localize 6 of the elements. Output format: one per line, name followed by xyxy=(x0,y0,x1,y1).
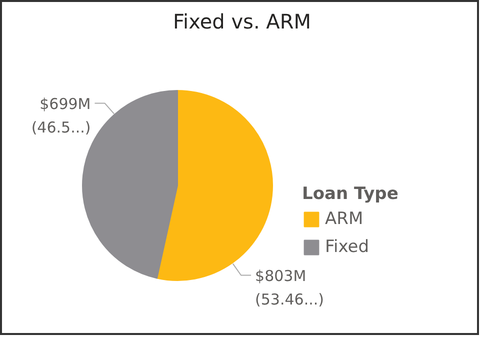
legend-title: Loan Type xyxy=(302,184,398,204)
legend-label: Fixed xyxy=(325,237,370,257)
data-label: $803M (53.46...) xyxy=(255,267,324,309)
chart-title: Fixed vs. ARM xyxy=(173,10,312,34)
data-label: $699M (46.5...) xyxy=(31,95,91,137)
legend-label: ARM xyxy=(325,209,364,229)
